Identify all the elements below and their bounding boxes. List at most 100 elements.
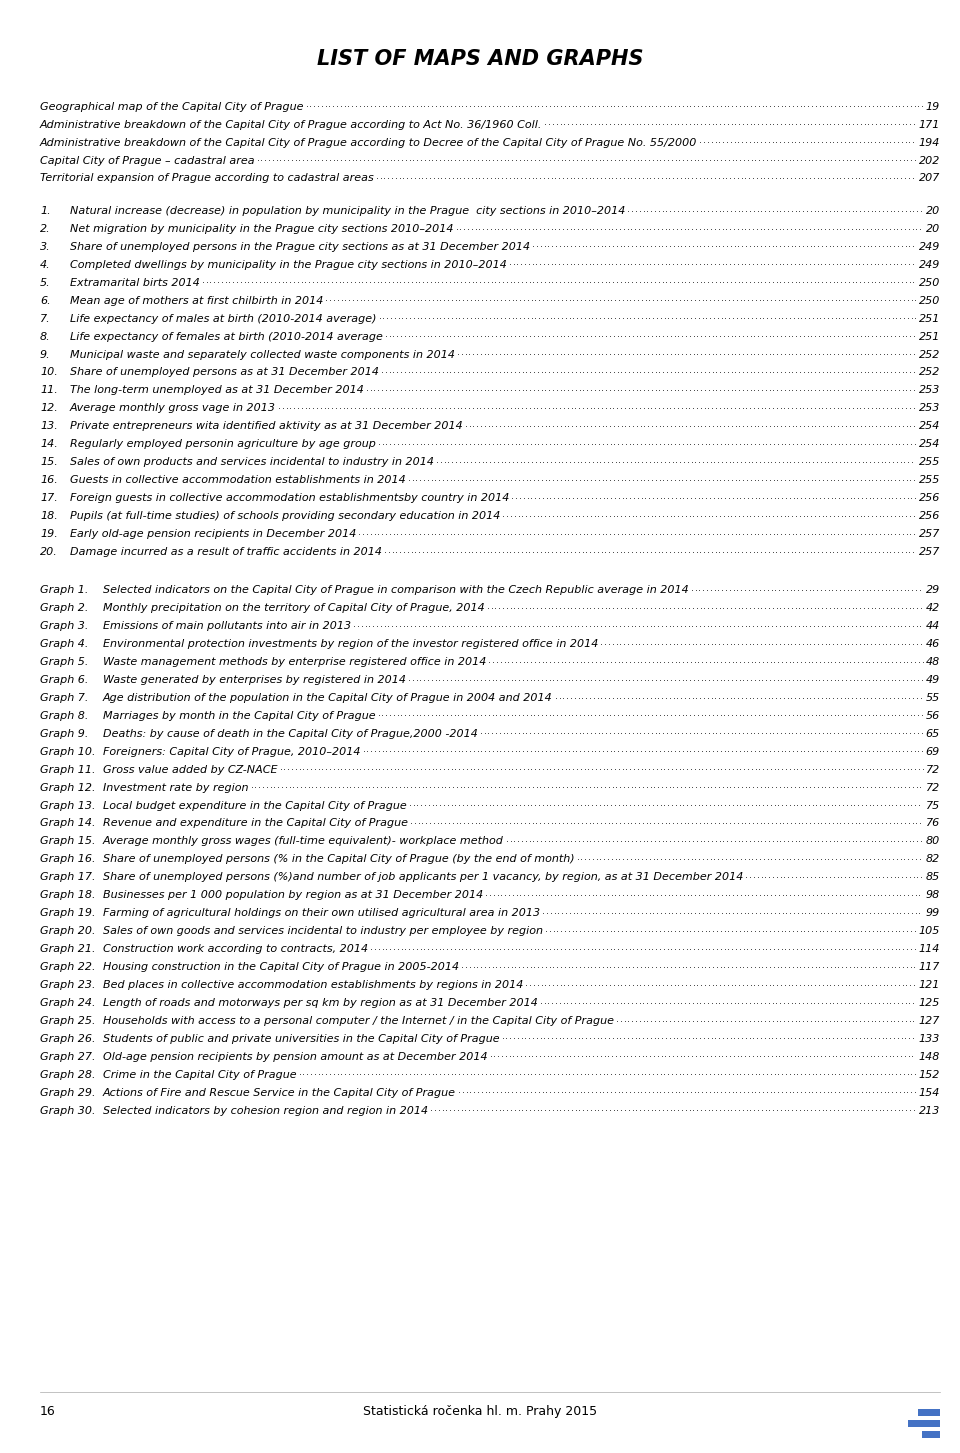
Text: Selected indicators on the Capital City of Prague in comparison with the Czech R: Selected indicators on the Capital City … [103, 586, 688, 596]
Bar [908, 1421, 940, 1427]
Text: 249: 249 [919, 260, 940, 270]
Text: Average monthly gross wages (full-time equivalent)- workplace method: Average monthly gross wages (full-time e… [103, 837, 504, 847]
Text: Foreign guests in collective accommodation establishmentsby country in 2014: Foreign guests in collective accommodati… [70, 493, 510, 503]
Text: 253: 253 [919, 404, 940, 413]
Text: Graph 6.: Graph 6. [40, 674, 88, 684]
Text: Graph 29.: Graph 29. [40, 1088, 95, 1097]
Text: 49: 49 [925, 674, 940, 684]
Text: 44: 44 [925, 620, 940, 631]
Text: 14.: 14. [40, 439, 58, 449]
Text: Bed places in collective accommodation establishments by regions in 2014: Bed places in collective accommodation e… [103, 979, 523, 989]
Text: 56: 56 [925, 711, 940, 721]
Text: Farming of agricultural holdings on their own utilised agricultural area in 2013: Farming of agricultural holdings on thei… [103, 908, 540, 918]
Text: 13.: 13. [40, 421, 58, 432]
Text: 256: 256 [919, 493, 940, 503]
Text: Graph 15.: Graph 15. [40, 837, 95, 847]
Text: Local budget expenditure in the Capital City of Prague: Local budget expenditure in the Capital … [103, 801, 407, 811]
Text: Environmental protection investments by region of the investor registered office: Environmental protection investments by … [103, 639, 598, 649]
Text: Natural increase (decrease) in population by municipality in the Prague  city se: Natural increase (decrease) in populatio… [70, 206, 625, 216]
Text: 154: 154 [919, 1088, 940, 1097]
Text: Graph 3.: Graph 3. [40, 620, 88, 631]
Text: Graph 12.: Graph 12. [40, 783, 95, 792]
Text: 17.: 17. [40, 493, 58, 503]
Text: 99: 99 [925, 908, 940, 918]
Text: Graph 4.: Graph 4. [40, 639, 88, 649]
Text: Sales of own products and services incidental to industry in 2014: Sales of own products and services incid… [70, 458, 434, 468]
Text: 9.: 9. [40, 350, 51, 359]
Text: 121: 121 [919, 979, 940, 989]
Text: 250: 250 [919, 278, 940, 288]
Text: Old-age pension recipients by pension amount as at December 2014: Old-age pension recipients by pension am… [103, 1052, 488, 1062]
Text: Graph 14.: Graph 14. [40, 818, 95, 828]
Text: 251: 251 [919, 331, 940, 341]
Text: Revenue and expenditure in the Capital City of Prague: Revenue and expenditure in the Capital C… [103, 818, 408, 828]
Text: Age distribution of the population in the Capital City of Prague in 2004 and 201: Age distribution of the population in th… [103, 693, 553, 703]
Text: 194: 194 [919, 138, 940, 148]
Text: 20.: 20. [40, 546, 58, 556]
Text: Administrative breakdown of the Capital City of Prague according to Decree of th: Administrative breakdown of the Capital … [40, 138, 697, 148]
Text: Households with access to a personal computer / the Internet / in the Capital Ci: Households with access to a personal com… [103, 1016, 614, 1026]
Text: Mean age of mothers at first chilbirth in 2014: Mean age of mothers at first chilbirth i… [70, 295, 324, 305]
Text: LIST OF MAPS AND GRAPHS: LIST OF MAPS AND GRAPHS [317, 49, 643, 70]
Text: Length of roads and motorways per sq km by region as at 31 December 2014: Length of roads and motorways per sq km … [103, 998, 538, 1008]
Text: 15.: 15. [40, 458, 58, 468]
Text: 252: 252 [919, 368, 940, 378]
Text: Waste management methods by enterprise registered office in 2014: Waste management methods by enterprise r… [103, 657, 487, 667]
Text: 256: 256 [919, 511, 940, 522]
Text: 5.: 5. [40, 278, 51, 288]
Text: Graph 25.: Graph 25. [40, 1016, 95, 1026]
Text: 12.: 12. [40, 404, 58, 413]
Text: 80: 80 [925, 837, 940, 847]
Text: 133: 133 [919, 1035, 940, 1043]
Text: Share of unemployed persons (%)and number of job applicants per 1 vacancy, by re: Share of unemployed persons (%)and numbe… [103, 872, 743, 882]
Text: 65: 65 [925, 729, 940, 738]
Text: 55: 55 [925, 693, 940, 703]
Text: Monthly precipitation on the territory of Capital City of Prague, 2014: Monthly precipitation on the territory o… [103, 603, 485, 613]
Text: 2.: 2. [40, 224, 51, 234]
Text: Extramarital birts 2014: Extramarital birts 2014 [70, 278, 200, 288]
Text: Capital City of Prague – cadastral area: Capital City of Prague – cadastral area [40, 155, 254, 166]
Text: The long-term unemployed as at 31 December 2014: The long-term unemployed as at 31 Decemb… [70, 385, 364, 395]
Text: 114: 114 [919, 944, 940, 955]
Text: 19: 19 [925, 102, 940, 112]
Text: 3.: 3. [40, 241, 51, 251]
Text: 207: 207 [919, 173, 940, 183]
Text: Graph 16.: Graph 16. [40, 854, 95, 865]
Text: 72: 72 [925, 764, 940, 774]
Text: Administrative breakdown of the Capital City of Prague according to Act No. 36/1: Administrative breakdown of the Capital … [40, 119, 542, 129]
Text: Sales of own goods and services incidental to industry per employee by region: Sales of own goods and services incident… [103, 926, 543, 936]
Text: 105: 105 [919, 926, 940, 936]
Text: Graph 19.: Graph 19. [40, 908, 95, 918]
Text: Completed dwellings by municipality in the Prague city sections in 2010–2014: Completed dwellings by municipality in t… [70, 260, 507, 270]
Text: 16.: 16. [40, 475, 58, 485]
Text: Pupils (at full-time studies) of schools providing secondary education in 2014: Pupils (at full-time studies) of schools… [70, 511, 500, 522]
Text: Foreigners: Capital City of Prague, 2010–2014: Foreigners: Capital City of Prague, 2010… [103, 747, 361, 757]
Text: 75: 75 [925, 801, 940, 811]
Text: Selected indicators by cohesion region and region in 2014: Selected indicators by cohesion region a… [103, 1106, 428, 1116]
Text: 76: 76 [925, 818, 940, 828]
Text: 249: 249 [919, 241, 940, 251]
Text: 152: 152 [919, 1069, 940, 1080]
Text: Investment rate by region: Investment rate by region [103, 783, 249, 792]
Text: Early old-age pension recipients in December 2014: Early old-age pension recipients in Dece… [70, 529, 356, 539]
Text: Share of unemployed persons in the Prague city sections as at 31 December 2014: Share of unemployed persons in the Pragu… [70, 241, 530, 251]
Text: 127: 127 [919, 1016, 940, 1026]
Text: Average monthly gross vage in 2013: Average monthly gross vage in 2013 [70, 404, 276, 413]
Text: 252: 252 [919, 350, 940, 359]
Text: Municipal waste and separately collected waste components in 2014: Municipal waste and separately collected… [70, 350, 455, 359]
Text: Regularly employed personin agriculture by age group: Regularly employed personin agriculture … [70, 439, 376, 449]
Bar [923, 1431, 940, 1438]
Text: Graph 17.: Graph 17. [40, 872, 95, 882]
Text: Students of public and private universities in the Capital City of Prague: Students of public and private universit… [103, 1035, 499, 1043]
Text: 255: 255 [919, 475, 940, 485]
Text: 98: 98 [925, 891, 940, 901]
Text: Life expectancy of females at birth (2010-2014 average: Life expectancy of females at birth (201… [70, 331, 383, 341]
Text: 8.: 8. [40, 331, 51, 341]
Text: Crime in the Capital City of Prague: Crime in the Capital City of Prague [103, 1069, 297, 1080]
Text: Graph 13.: Graph 13. [40, 801, 95, 811]
Text: 82: 82 [925, 854, 940, 865]
Text: Territorial expansion of Prague according to cadastral areas: Territorial expansion of Prague accordin… [40, 173, 373, 183]
Text: Private entrepreneurs wita identified aktivity as at 31 December 2014: Private entrepreneurs wita identified ak… [70, 421, 463, 432]
Text: Graph 27.: Graph 27. [40, 1052, 95, 1062]
Text: Housing construction in the Capital City of Prague in 2005-2014: Housing construction in the Capital City… [103, 962, 459, 972]
